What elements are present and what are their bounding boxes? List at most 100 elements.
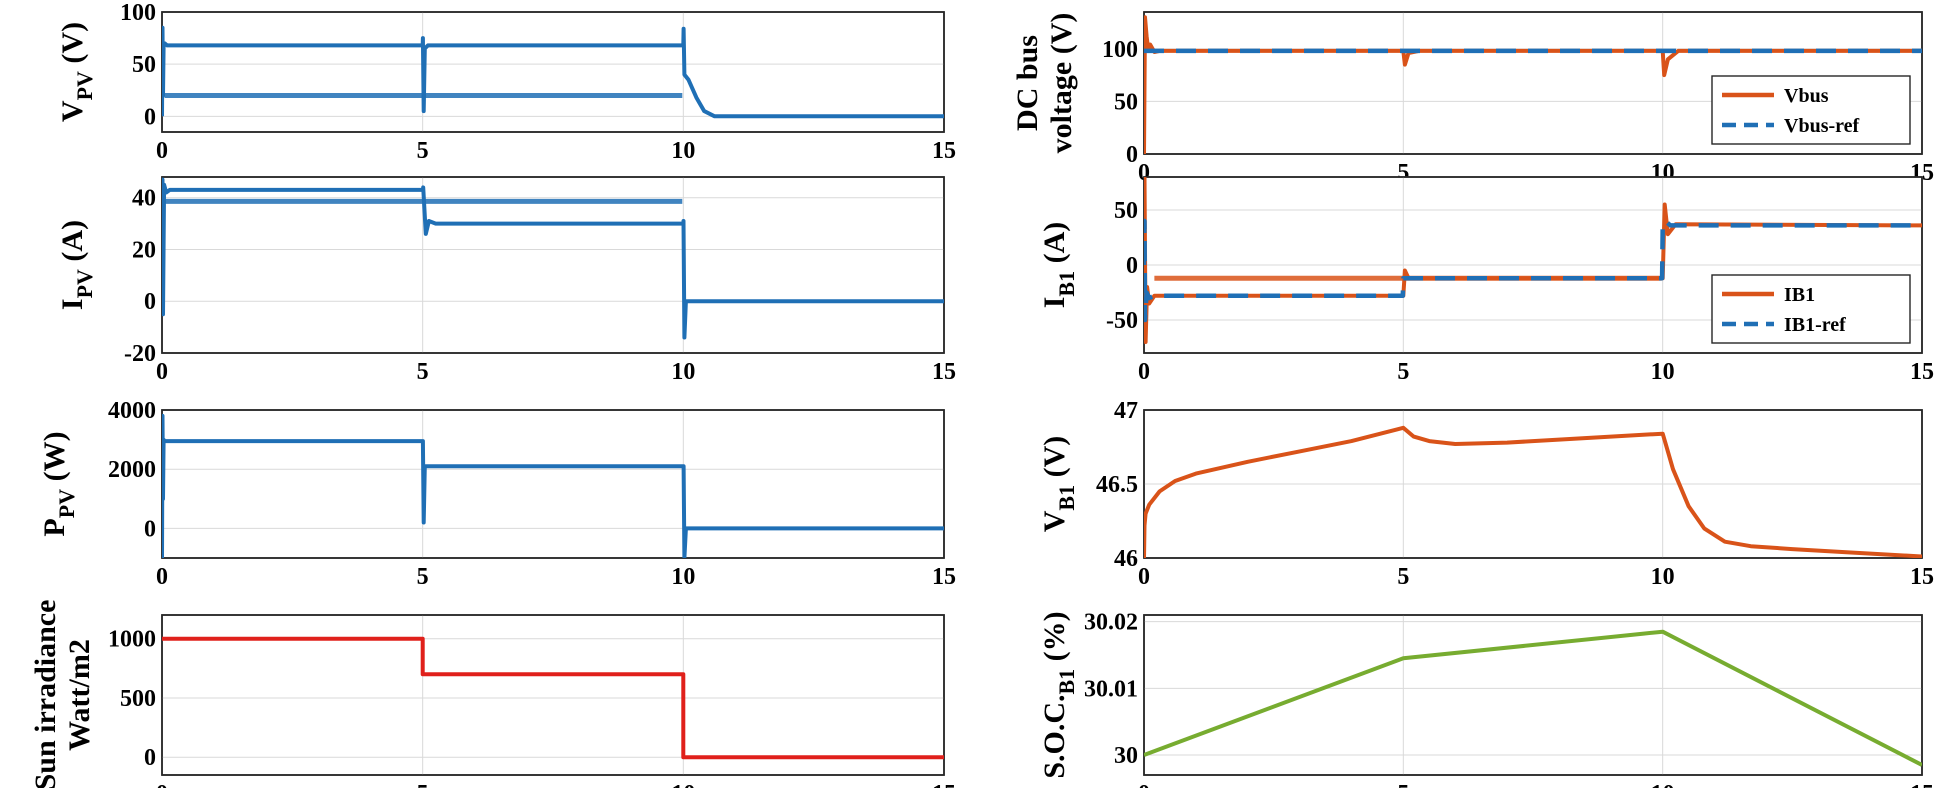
y-tick-label: 0 bbox=[144, 104, 156, 130]
y-axis-label: PPV (W) bbox=[38, 431, 79, 536]
y-axis-label-subscript: B1 bbox=[1054, 271, 1079, 297]
y-axis-label-main: P bbox=[38, 518, 71, 536]
legend-label: Vbus bbox=[1784, 85, 1829, 107]
x-tick-label: 10 bbox=[1651, 564, 1675, 590]
y-axis-label: voltage (V) bbox=[1045, 13, 1078, 154]
x-tick-label: 10 bbox=[1651, 781, 1675, 788]
series-line-vbus bbox=[1144, 15, 1922, 154]
y-tick-label: 0 bbox=[144, 745, 156, 771]
y-axis-label-unit: (A) bbox=[1038, 222, 1071, 271]
y-tick-label: 20 bbox=[132, 237, 156, 263]
series-line-soc bbox=[1144, 629, 1922, 767]
y-axis-label-unit: (%) bbox=[1038, 611, 1071, 668]
x-tick-label: 0 bbox=[156, 138, 168, 164]
y-axis-label-unit: (V) bbox=[56, 22, 89, 71]
y-tick-label: 500 bbox=[120, 686, 156, 712]
x-tick-label: 10 bbox=[1651, 359, 1675, 385]
x-tick-label: 0 bbox=[1138, 359, 1150, 385]
y-axis-label-subscript: B1 bbox=[1054, 485, 1079, 511]
series-line-vpv bbox=[162, 25, 944, 119]
y-tick-label: 30.01 bbox=[1084, 676, 1138, 702]
chart-ppv: 0 5 10 15 0 2000 4000 PPV (W) bbox=[38, 398, 956, 590]
y-tick-label: 30 bbox=[1114, 743, 1138, 769]
y-tick-label: 1000 bbox=[108, 627, 156, 653]
x-tick-label: 5 bbox=[1397, 564, 1409, 590]
y-tick-label: 50 bbox=[1114, 198, 1138, 224]
y-axis-label-main: S.O.C. bbox=[1038, 694, 1071, 778]
x-tick-label: 5 bbox=[417, 781, 429, 788]
y-tick-label: 4000 bbox=[108, 398, 156, 424]
y-axis-label: IB1 (A) bbox=[1038, 222, 1079, 309]
y-axis-label-main: I bbox=[56, 298, 89, 310]
y-tick-label: 0 bbox=[144, 516, 156, 542]
x-tick-label: 15 bbox=[932, 564, 956, 590]
x-tick-label: 0 bbox=[156, 564, 168, 590]
y-tick-label: 0 bbox=[144, 289, 156, 315]
y-axis-label-subscript: PV bbox=[72, 71, 97, 100]
x-tick-label: 5 bbox=[417, 359, 429, 385]
legend-label: IB1 bbox=[1784, 284, 1815, 306]
y-axis-label-subscript: B1 bbox=[1054, 669, 1079, 695]
x-tick-label: 15 bbox=[1910, 359, 1934, 385]
x-tick-label: 15 bbox=[1910, 564, 1934, 590]
x-tick-label: 5 bbox=[417, 564, 429, 590]
y-axis-label: IPV (A) bbox=[56, 220, 97, 310]
x-tick-label: 5 bbox=[1397, 359, 1409, 385]
series-line-ppv bbox=[162, 413, 944, 558]
y-axis-label-unit: (V) bbox=[1038, 436, 1071, 485]
y-axis-label: VPV (V) bbox=[56, 22, 97, 122]
y-axis-label: DC bus bbox=[1011, 35, 1044, 131]
plot-area bbox=[161, 11, 945, 133]
y-tick-label: 2000 bbox=[108, 457, 156, 483]
y-tick-label: 50 bbox=[132, 52, 156, 78]
y-axis-label-subscript: PV bbox=[72, 269, 97, 298]
y-axis-label-main: I bbox=[1038, 297, 1071, 309]
x-tick-label: 10 bbox=[671, 359, 695, 385]
chart-vpv: 0 5 10 15 0 50 100 VPV (V) bbox=[56, 0, 956, 164]
legend-label: IB1-ref bbox=[1784, 314, 1846, 336]
legend-box bbox=[1711, 274, 1911, 344]
legend-label: Vbus-ref bbox=[1784, 115, 1860, 137]
y-tick-label: 0 bbox=[1126, 253, 1138, 279]
y-tick-label: 46 bbox=[1114, 546, 1138, 572]
y-tick-label: -50 bbox=[1106, 308, 1138, 334]
y-tick-label: 46.5 bbox=[1096, 472, 1138, 498]
x-tick-label: 10 bbox=[671, 564, 695, 590]
x-tick-label: 15 bbox=[932, 781, 956, 788]
y-axis-label-unit: (W) bbox=[38, 431, 71, 488]
y-axis-label: Watt/m2 bbox=[63, 639, 96, 751]
chart-soc: 0 5 10 15 30 30.01 30.02 S.O.C.B1 (%) bbox=[1038, 610, 1934, 788]
x-tick-label: 10 bbox=[671, 138, 695, 164]
x-tick-label: 0 bbox=[1138, 564, 1150, 590]
y-axis-label-main: V bbox=[1038, 510, 1071, 532]
legend-box bbox=[1711, 75, 1911, 145]
x-tick-label: 5 bbox=[417, 138, 429, 164]
legend: Vbus Vbus-ref bbox=[1711, 75, 1911, 145]
x-tick-label: 10 bbox=[671, 781, 695, 788]
x-tick-label: 15 bbox=[932, 359, 956, 385]
x-tick-label: 0 bbox=[1138, 781, 1150, 788]
y-tick-label: 100 bbox=[120, 0, 156, 26]
y-tick-label: 40 bbox=[132, 186, 156, 212]
y-tick-label: 50 bbox=[1114, 89, 1138, 115]
x-tick-label: 15 bbox=[1910, 781, 1934, 788]
y-tick-label: 100 bbox=[1102, 37, 1138, 63]
series-line-vb1 bbox=[1144, 425, 1922, 558]
y-axis-label: VB1 (V) bbox=[1038, 436, 1079, 533]
series-line-ipv bbox=[162, 177, 944, 340]
plot-area bbox=[161, 409, 945, 559]
y-tick-label: 30.02 bbox=[1084, 610, 1138, 636]
y-axis-label-subscript: PV bbox=[54, 489, 79, 518]
x-tick-label: 5 bbox=[1397, 781, 1409, 788]
y-tick-label: 47 bbox=[1114, 398, 1138, 424]
chart-vb1: 0 5 10 15 46 46.5 47 VB1 (V) bbox=[1038, 398, 1934, 590]
series-line-irradiance bbox=[162, 636, 944, 760]
y-axis-label: Sun irradiance bbox=[29, 600, 62, 788]
plot-area bbox=[161, 176, 945, 354]
series-line-ib1-ref bbox=[1144, 218, 1922, 323]
x-tick-label: 0 bbox=[156, 359, 168, 385]
